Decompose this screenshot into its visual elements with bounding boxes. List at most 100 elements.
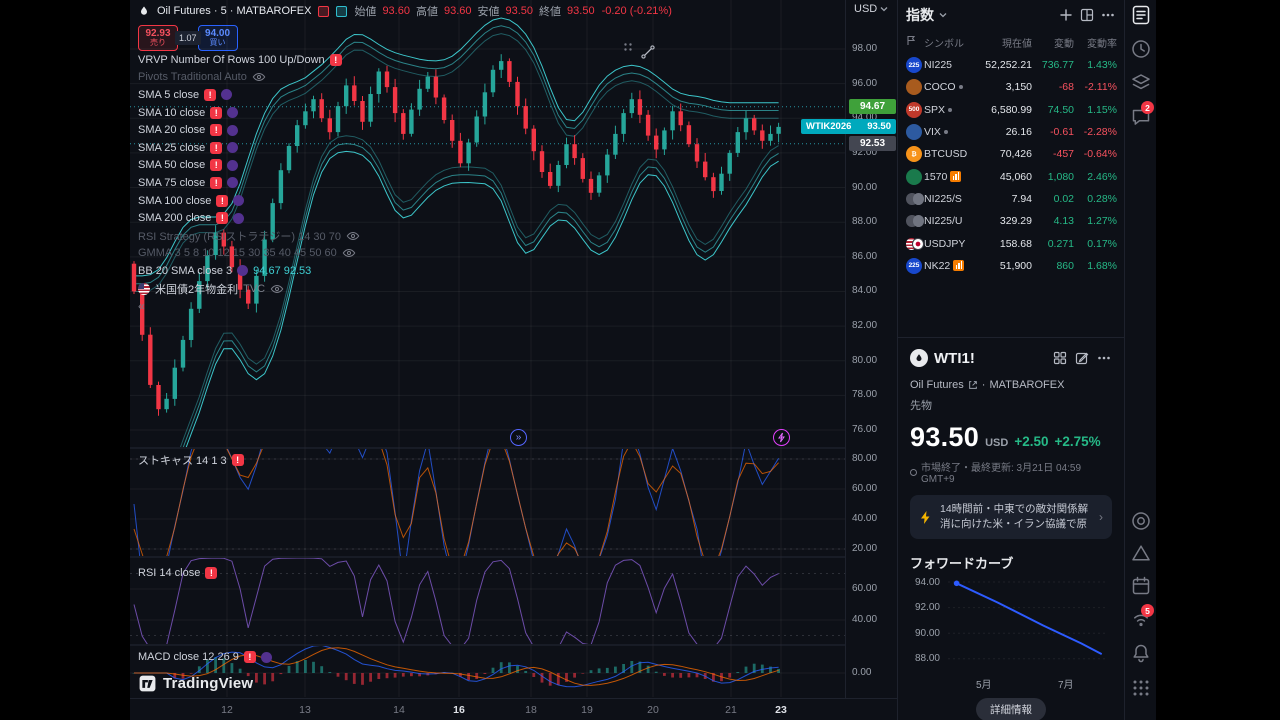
column-change[interactable]: 変動	[1054, 38, 1074, 50]
error-badge[interactable]: !	[329, 53, 342, 66]
watchlist-row[interactable]: 225 NI225 52,252.21 736.77 1.43%	[898, 54, 1124, 76]
column-change-pct[interactable]: 変動率	[1087, 38, 1117, 50]
legend-row[interactable]: SMA 75 close!	[138, 174, 360, 192]
legend-row[interactable]: VRVP Number Of Rows 100 Up/Down!	[138, 51, 360, 69]
error-badge[interactable]: !	[210, 176, 223, 189]
time-label[interactable]: 18	[525, 704, 537, 716]
buy-button[interactable]: 94.00 買い	[197, 25, 238, 51]
error-badge[interactable]: !	[231, 454, 244, 466]
currency-selector[interactable]: USD	[854, 3, 888, 15]
legend-row[interactable]: RSI Strategy (RSIストラテジー) 14 30 70	[138, 227, 360, 245]
watchlist-row[interactable]: NI225/S 7.94 0.02 0.28%	[898, 188, 1124, 210]
legend-row[interactable]: SMA 50 close!	[138, 157, 360, 175]
error-badge[interactable]: !	[210, 106, 223, 119]
drag-handle-icon[interactable]	[622, 40, 634, 58]
sell-button[interactable]: 92.93 売り	[138, 25, 178, 51]
news-card[interactable]: 14時間前・中東での敵対関係解消に向けた米・イラン協議で原油価格が8%… ›	[910, 495, 1112, 539]
indicator-dot-icon[interactable]	[233, 195, 245, 207]
detail-symbol[interactable]: WTI1!	[934, 349, 975, 367]
legend-row[interactable]: SMA 10 close!	[138, 104, 360, 122]
stochastic-pane-label[interactable]: ストキャス 14 1 3 !	[138, 452, 244, 468]
legend-collapse-icon[interactable]: «	[138, 299, 145, 313]
chevron-down-icon[interactable]	[939, 12, 947, 18]
column-last[interactable]: 現在値	[1002, 38, 1032, 50]
error-badge[interactable]: !	[210, 124, 223, 137]
tradingview-logo[interactable]: TradingView	[138, 674, 253, 693]
legend-row[interactable]: SMA 200 close!	[138, 209, 360, 227]
legend-row[interactable]: 米国債2年物金利 TVC	[138, 280, 360, 298]
bell-icon[interactable]	[1129, 641, 1153, 665]
time-label[interactable]: 13	[299, 704, 311, 716]
history-icon[interactable]	[1129, 37, 1153, 61]
indicator-dot-icon[interactable]	[233, 212, 245, 224]
indicator-dot-icon[interactable]	[227, 124, 239, 136]
details-button[interactable]: 詳細情報	[976, 698, 1046, 720]
time-label[interactable]: 12	[221, 704, 233, 716]
time-label[interactable]: 21	[725, 704, 737, 716]
indicator-dot-icon[interactable]	[237, 265, 249, 277]
news-icon[interactable]	[1129, 3, 1153, 27]
error-badge[interactable]: !	[243, 651, 256, 663]
ideas-icon[interactable]	[1129, 541, 1153, 565]
legend-row[interactable]: SMA 25 close!	[138, 139, 360, 157]
eye-icon[interactable]	[342, 248, 356, 258]
symbol-title[interactable]: Oil Futures · 5 · MATBAROFEX	[157, 5, 312, 17]
chart-marker-magenta-icon[interactable]	[773, 429, 790, 446]
indicator-dot-icon[interactable]	[227, 142, 239, 154]
error-badge[interactable]: !	[216, 194, 229, 207]
layers-icon[interactable]	[1129, 71, 1153, 95]
watchlist-row[interactable]: NI225/U 329.29 4.13 1.27%	[898, 210, 1124, 232]
time-label[interactable]: 16	[453, 704, 465, 716]
legend-row[interactable]: BB 20 SMA close 3 94.67 92.53	[138, 262, 360, 280]
error-badge[interactable]: !	[205, 567, 218, 579]
more-options-button[interactable]	[1096, 350, 1112, 366]
legend-row[interactable]: GMMA 3 5 8 10 12 15 30 35 40 45 50 60	[138, 245, 360, 263]
layout-grid-button[interactable]	[1079, 7, 1095, 23]
watchlist-row[interactable]: 1570 45,060 1,080 2.46%	[898, 165, 1124, 187]
watchlist-row[interactable]: 225 NK22 51,900 860 1.68%	[898, 255, 1124, 277]
detail-description-text[interactable]: Oil Futures	[910, 379, 964, 391]
eye-icon[interactable]	[346, 231, 360, 241]
legend-row[interactable]: Pivots Traditional Auto	[138, 69, 360, 87]
time-label[interactable]: 19	[581, 704, 593, 716]
price-axis[interactable]: USD 98.00 96.00 94.00 92.00 90.00 88.00 86.00 8…	[801, 0, 897, 698]
eye-icon[interactable]	[270, 284, 284, 294]
eye-icon[interactable]	[252, 72, 266, 82]
watchlist-row[interactable]: ₿ BTCUSD 70,426 -457 -0.64%	[898, 143, 1124, 165]
time-label[interactable]: 14	[393, 704, 405, 716]
apps-grid-icon[interactable]	[1129, 676, 1153, 700]
indicator-dot-icon[interactable]	[227, 159, 239, 171]
rsi-pane-label[interactable]: RSI 14 close !	[138, 567, 218, 579]
indicator-dot-icon[interactable]	[227, 107, 239, 119]
trendline-tool-icon[interactable]	[640, 44, 656, 65]
error-badge[interactable]: !	[210, 141, 223, 154]
error-badge[interactable]: !	[216, 212, 229, 225]
watchlist-row[interactable]: VIX 26.16 -0.61 -2.28%	[898, 121, 1124, 143]
watchlist-title[interactable]: 指数	[906, 7, 934, 23]
watchlist-row[interactable]: 500 SPX 6,580.99 74.50 1.15%	[898, 99, 1124, 121]
add-symbol-button[interactable]	[1058, 7, 1074, 23]
price-chart[interactable]	[130, 0, 897, 698]
target-icon[interactable]	[1129, 509, 1153, 533]
error-badge[interactable]: !	[204, 88, 217, 101]
edit-button[interactable]	[1074, 350, 1090, 366]
filter-flag-icon[interactable]	[906, 35, 924, 49]
watchlist-row[interactable]: USDJPY 158.68 0.271 0.17%	[898, 232, 1124, 254]
indicator-dot-icon[interactable]	[221, 89, 233, 101]
legend-row[interactable]: SMA 100 close!	[138, 192, 360, 210]
chart-marker-blue-icon[interactable]: »	[510, 429, 527, 446]
error-badge[interactable]: !	[210, 159, 223, 172]
indicator-dot-icon[interactable]	[260, 651, 272, 663]
calendar-icon[interactable]	[1129, 574, 1153, 598]
legend-row[interactable]: SMA 20 close!	[138, 121, 360, 139]
indicator-dot-icon[interactable]	[227, 177, 239, 189]
time-label[interactable]: 20	[647, 704, 659, 716]
legend-row[interactable]: SMA 5 close!	[138, 86, 360, 104]
more-options-button[interactable]	[1100, 7, 1116, 23]
external-link-icon[interactable]	[968, 380, 978, 390]
macd-pane-label[interactable]: MACD close 12 26 9 !	[138, 651, 272, 663]
broadcast-icon[interactable]	[1129, 608, 1153, 632]
watchlist-row[interactable]: COCO 3,150 -68 -2.11%	[898, 76, 1124, 98]
layout-grid-button[interactable]	[1052, 350, 1068, 366]
column-symbol[interactable]: シンボル	[924, 38, 964, 50]
